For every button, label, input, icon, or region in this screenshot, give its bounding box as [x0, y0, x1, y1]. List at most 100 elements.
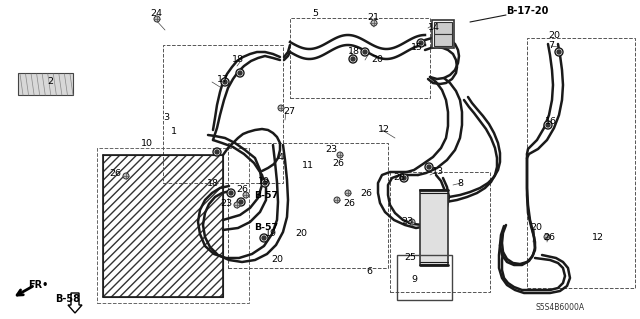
Bar	[420, 190, 448, 265]
Bar	[97, 148, 249, 303]
Circle shape	[417, 39, 425, 47]
Circle shape	[544, 234, 550, 240]
Circle shape	[402, 176, 406, 180]
Text: 18: 18	[348, 47, 360, 56]
Text: 10: 10	[141, 138, 153, 147]
Text: 27: 27	[283, 108, 295, 116]
Text: 23: 23	[220, 198, 232, 207]
Circle shape	[154, 16, 160, 22]
Circle shape	[213, 148, 221, 156]
Circle shape	[262, 236, 266, 240]
Text: 12: 12	[592, 233, 604, 241]
Circle shape	[243, 192, 249, 198]
Text: 1: 1	[171, 127, 177, 136]
Text: 4: 4	[278, 152, 284, 161]
Text: B-57: B-57	[254, 191, 278, 201]
Text: 17: 17	[217, 76, 229, 85]
Text: B-57: B-57	[254, 224, 278, 233]
Text: 23: 23	[325, 145, 337, 154]
FancyArrow shape	[68, 293, 82, 313]
Text: 19: 19	[265, 229, 277, 239]
Text: 26: 26	[543, 233, 555, 241]
Circle shape	[544, 121, 552, 129]
Text: 21: 21	[367, 12, 379, 21]
Circle shape	[221, 78, 229, 86]
Circle shape	[349, 55, 357, 63]
Text: 14: 14	[428, 24, 440, 33]
Text: 20: 20	[548, 31, 560, 40]
Circle shape	[345, 190, 351, 196]
Text: 2: 2	[47, 78, 53, 86]
Circle shape	[555, 48, 563, 56]
Text: 7: 7	[548, 41, 554, 50]
Text: 19: 19	[258, 176, 270, 186]
Bar	[434, 22, 452, 34]
Bar	[434, 34, 452, 46]
Text: 26: 26	[360, 189, 372, 198]
Text: B-17-20: B-17-20	[506, 6, 548, 16]
Circle shape	[409, 219, 415, 225]
Bar	[390, 172, 490, 292]
Text: 18: 18	[207, 180, 219, 189]
Bar	[290, 18, 430, 98]
Bar	[527, 38, 635, 288]
Text: 26: 26	[109, 169, 121, 179]
Circle shape	[236, 69, 244, 77]
Circle shape	[263, 181, 267, 185]
Circle shape	[351, 57, 355, 61]
Circle shape	[237, 198, 245, 206]
Text: 11: 11	[302, 160, 314, 169]
Bar	[163, 45, 283, 183]
Bar	[397, 255, 452, 300]
Text: 16: 16	[545, 117, 557, 127]
Text: 5: 5	[312, 10, 318, 19]
Text: 26: 26	[236, 186, 248, 195]
Circle shape	[427, 165, 431, 169]
Text: B-58: B-58	[55, 294, 80, 304]
Text: 23: 23	[401, 218, 413, 226]
Text: FR•: FR•	[28, 280, 48, 290]
Text: 3: 3	[163, 114, 169, 122]
Circle shape	[227, 189, 235, 197]
Text: 18: 18	[232, 56, 244, 64]
Circle shape	[363, 50, 367, 54]
Text: 20: 20	[371, 55, 383, 63]
Circle shape	[223, 80, 227, 84]
Text: 13: 13	[432, 167, 444, 176]
Circle shape	[425, 163, 433, 171]
Circle shape	[215, 150, 219, 154]
Circle shape	[371, 20, 377, 26]
Text: 28: 28	[393, 174, 405, 182]
Circle shape	[334, 197, 340, 203]
Text: 20: 20	[530, 224, 542, 233]
Circle shape	[400, 174, 408, 182]
Circle shape	[361, 48, 369, 56]
Text: 24: 24	[150, 10, 162, 19]
Bar	[432, 20, 454, 48]
Text: 20: 20	[295, 228, 307, 238]
Circle shape	[278, 105, 284, 111]
Text: 8: 8	[457, 179, 463, 188]
Circle shape	[260, 234, 268, 242]
Circle shape	[261, 179, 269, 187]
Circle shape	[239, 200, 243, 204]
Circle shape	[557, 50, 561, 54]
Text: 12: 12	[378, 125, 390, 135]
Bar	[18, 73, 73, 95]
Text: 26: 26	[332, 160, 344, 168]
Text: 15: 15	[411, 42, 423, 51]
Circle shape	[238, 71, 242, 75]
Text: 9: 9	[411, 276, 417, 285]
Text: S5S4B6000A: S5S4B6000A	[535, 303, 584, 313]
Text: 26: 26	[343, 199, 355, 209]
Bar	[228, 143, 388, 268]
Circle shape	[419, 41, 423, 45]
Text: 6: 6	[366, 268, 372, 277]
Circle shape	[546, 123, 550, 127]
Circle shape	[337, 152, 343, 158]
Bar	[103, 155, 223, 297]
Circle shape	[229, 191, 233, 195]
Text: 20: 20	[271, 255, 283, 263]
Circle shape	[234, 202, 240, 208]
Circle shape	[123, 173, 129, 179]
